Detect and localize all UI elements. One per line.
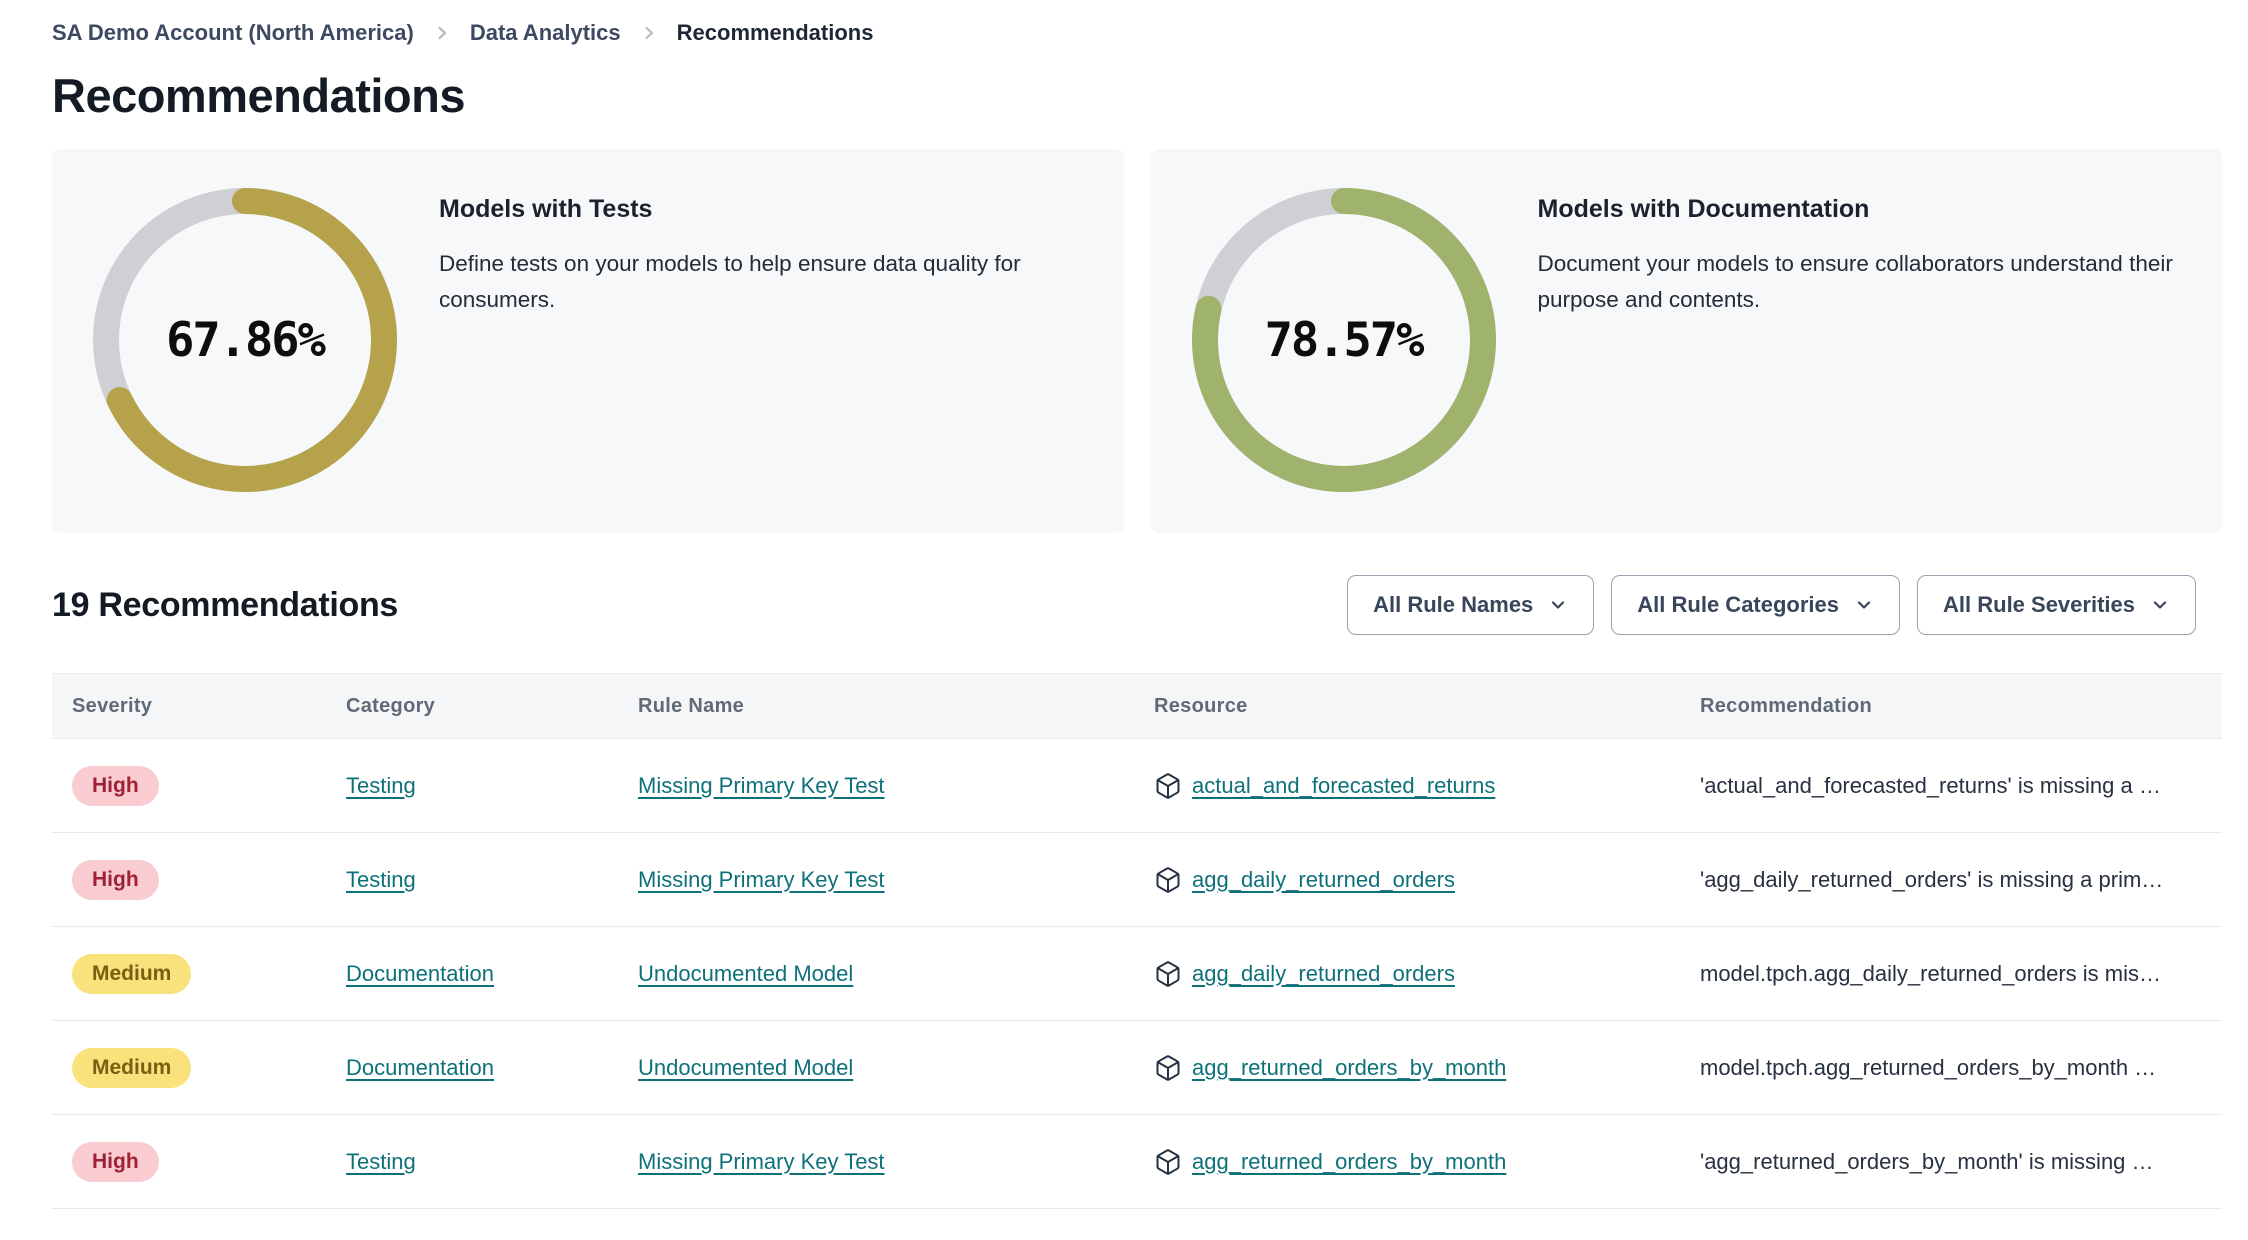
severity-badge: High xyxy=(72,1141,159,1182)
recommendations-count: 19 Recommendations xyxy=(52,585,399,624)
severity-badge: Medium xyxy=(72,1047,192,1088)
resource-link[interactable]: agg_returned_orders_by_month xyxy=(1192,1148,1507,1174)
rule-names-filter-dropdown[interactable]: All Rule Names xyxy=(1347,575,1595,635)
category-link[interactable]: Documentation xyxy=(346,960,494,986)
table-row: Medium Documentation Undocumented Model … xyxy=(52,1021,2222,1115)
column-header-category: Category xyxy=(346,694,436,717)
model-cube-icon xyxy=(1156,1054,1180,1081)
column-header-severity: Severity xyxy=(72,694,153,717)
rule-name-link[interactable]: Undocumented Model xyxy=(638,960,854,986)
card-title: Models with Tests xyxy=(439,195,653,223)
resource-link[interactable]: agg_returned_orders_by_month xyxy=(1192,1054,1507,1080)
breadcrumb-project[interactable]: Data Analytics xyxy=(469,20,621,45)
tests-donut-chart: 67.86% xyxy=(80,175,410,505)
severity-badge: Medium xyxy=(72,953,192,994)
breadcrumb-account[interactable]: SA Demo Account (North America) xyxy=(52,20,414,45)
card-description: Define tests on your models to help ensu… xyxy=(439,251,1021,313)
rule-name-link[interactable]: Missing Primary Key Test xyxy=(638,772,885,798)
chevron-down-icon xyxy=(1857,601,1871,609)
category-link[interactable]: Testing xyxy=(346,1148,416,1174)
column-header-resource: Resource xyxy=(1154,694,1248,717)
recommendation-text: model.tpch.agg_daily_returned_orders is … xyxy=(1700,960,2162,986)
list-header: 19 Recommendations All Rule Names All Ru… xyxy=(52,575,2222,635)
category-link[interactable]: Testing xyxy=(346,866,416,892)
recommendation-text: 'agg_daily_returned_orders' is missing a… xyxy=(1700,866,2164,892)
table-row: Medium Documentation Undocumented Model … xyxy=(52,927,2222,1021)
severity-badge: High xyxy=(72,859,159,900)
category-link[interactable]: Documentation xyxy=(346,1054,494,1080)
model-cube-icon xyxy=(1156,772,1180,799)
rule-severities-filter-dropdown[interactable]: All Rule Severities xyxy=(1917,575,2196,635)
model-cube-icon xyxy=(1156,1148,1180,1175)
table-row: High Testing Missing Primary Key Test ag… xyxy=(52,833,2222,927)
card-description: Document your models to ensure collabora… xyxy=(1537,251,2173,313)
chevron-right-icon xyxy=(434,25,450,41)
severity-badge: High xyxy=(72,765,159,806)
rule-name-link[interactable]: Undocumented Model xyxy=(638,1054,854,1080)
summary-cards: 67.86% Models with Tests Define tests on… xyxy=(52,149,2222,533)
table-header: Severity Category Rule Name Resource Rec… xyxy=(52,673,2222,739)
breadcrumb: SA Demo Account (North America) Data Ana… xyxy=(52,20,2222,46)
recommendations-table: Severity Category Rule Name Resource Rec… xyxy=(52,673,2222,1209)
category-link[interactable]: Testing xyxy=(346,772,416,798)
tests-percentage: 67.86% xyxy=(166,312,326,368)
resource-link[interactable]: agg_daily_returned_orders xyxy=(1192,866,1455,892)
models-with-tests-card: 67.86% Models with Tests Define tests on… xyxy=(52,149,1124,533)
rule-name-link[interactable]: Missing Primary Key Test xyxy=(638,866,885,892)
resource-link[interactable]: actual_and_forecasted_returns xyxy=(1192,772,1496,798)
column-header-recommendation: Recommendation xyxy=(1700,694,1873,717)
documentation-percentage: 78.57% xyxy=(1264,312,1425,368)
chevron-down-icon xyxy=(2153,601,2167,609)
documentation-donut-chart: 78.57% xyxy=(1179,175,1509,505)
rule-categories-filter-dropdown[interactable]: All Rule Categories xyxy=(1611,575,1901,635)
recommendations-page: SA Demo Account (North America) Data Ana… xyxy=(0,20,2248,1209)
breadcrumb-current: Recommendations xyxy=(676,20,874,45)
table-row: High Testing Missing Primary Key Test ag… xyxy=(52,1115,2222,1209)
recommendation-text: 'agg_returned_orders_by_month' is missin… xyxy=(1700,1148,2154,1174)
recommendation-text: model.tpch.agg_returned_orders_by_month … xyxy=(1700,1054,2157,1080)
card-title: Models with Documentation xyxy=(1537,195,1870,223)
chevron-down-icon xyxy=(1552,601,1565,609)
page-title: Recommendations xyxy=(52,69,465,122)
chevron-right-icon xyxy=(641,25,657,41)
table-row: High Testing Missing Primary Key Test ac… xyxy=(52,739,2222,833)
rule-name-link[interactable]: Missing Primary Key Test xyxy=(638,1148,885,1174)
recommendation-text: 'actual_and_forecasted_returns' is missi… xyxy=(1700,772,2161,798)
filter-bar: All Rule Names All Rule Categories All R… xyxy=(1347,575,2196,635)
resource-link[interactable]: agg_daily_returned_orders xyxy=(1192,960,1455,986)
models-with-documentation-card: 78.57% Models with Documentation Documen… xyxy=(1150,149,2222,533)
column-header-rule-name: Rule Name xyxy=(638,694,745,717)
model-cube-icon xyxy=(1156,866,1180,893)
model-cube-icon xyxy=(1156,960,1180,987)
